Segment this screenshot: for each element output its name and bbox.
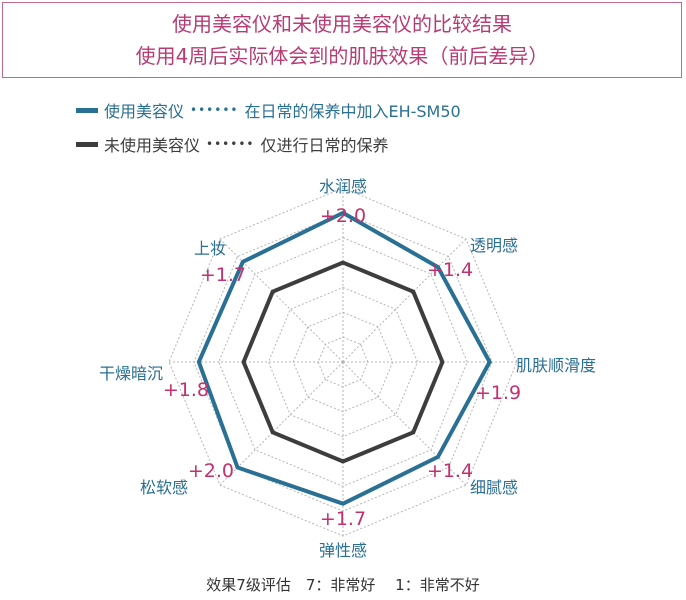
axis-label: 上妆 [194,239,226,258]
grid-ring [267,286,419,438]
diff-label: +1.7 [200,264,246,286]
diff-label: +2.0 [320,205,366,227]
grid-spoke [342,361,467,486]
grid-spoke [219,238,344,363]
radar-chart-svg: 水润感+2.0透明感+1.4肌肤顺滑度+1.9细腻感+1.4弹性感+1.7松软感… [99,177,596,560]
page-title: 使用美容仪和未使用美容仪的比较结果 [172,12,512,36]
legend-desc-unused: 仅进行日常的保养 [260,136,389,155]
axis-label: 细腻感 [470,478,518,497]
legend-item-used: 使用美容仪 •••••• 在日常的保养中加入EH-SM50 [76,99,461,121]
legend-label-used: 使用美容仪 [104,102,185,121]
legend-dots-unused: •••••• [206,137,255,151]
legend-label-unused: 未使用美容仪 [104,136,201,155]
axis-label: 水润感 [319,177,367,196]
diff-label: +1.4 [427,259,473,281]
series-line [241,260,445,464]
axis-label: 透明感 [470,236,518,255]
legend-item-unused: 未使用美容仪 •••••• 仅进行日常的保养 [76,133,461,155]
axis-label: 松软感 [140,478,188,497]
grid-spoke [219,361,344,486]
axis-label: 肌肤顺滑度 [516,356,596,375]
legend-desc-used: 在日常的保养中加入EH-SM50 [244,102,461,121]
page-subtitle: 使用4周后实际体会到的肌肤效果（前后差异） [135,44,549,68]
legend-swatch-used [76,107,98,113]
grid-spoke [342,238,467,363]
diff-label: +1.8 [163,379,209,401]
legend-dots-used: •••••• [190,103,239,117]
diff-label: +1.7 [320,508,366,530]
title-box: 使用美容仪和未使用美容仪的比较结果 使用4周后实际体会到的肌肤效果（前后差异） [2,2,682,78]
legend-swatch-unused [76,141,98,147]
footnote: 效果7级评估 7：非常好 1：非常不好 [206,576,480,594]
axis-label: 弹性感 [319,541,367,560]
diff-label: +1.9 [475,382,521,404]
diff-label: +2.0 [188,460,234,482]
diff-label: +1.4 [427,460,473,482]
series-line [196,210,492,506]
radar-chart: 水润感 +2.0 透明感 +1.4 肌肤顺滑度 +1.9 细腻感 +1.4 弹性感 +1.7 松软感… [0,168,686,568]
axis-label: 干燥暗沉 [99,364,163,383]
legend: 使用美容仪 •••••• 在日常的保养中加入EH-SM50 未使用美容仪 •••… [76,99,461,155]
